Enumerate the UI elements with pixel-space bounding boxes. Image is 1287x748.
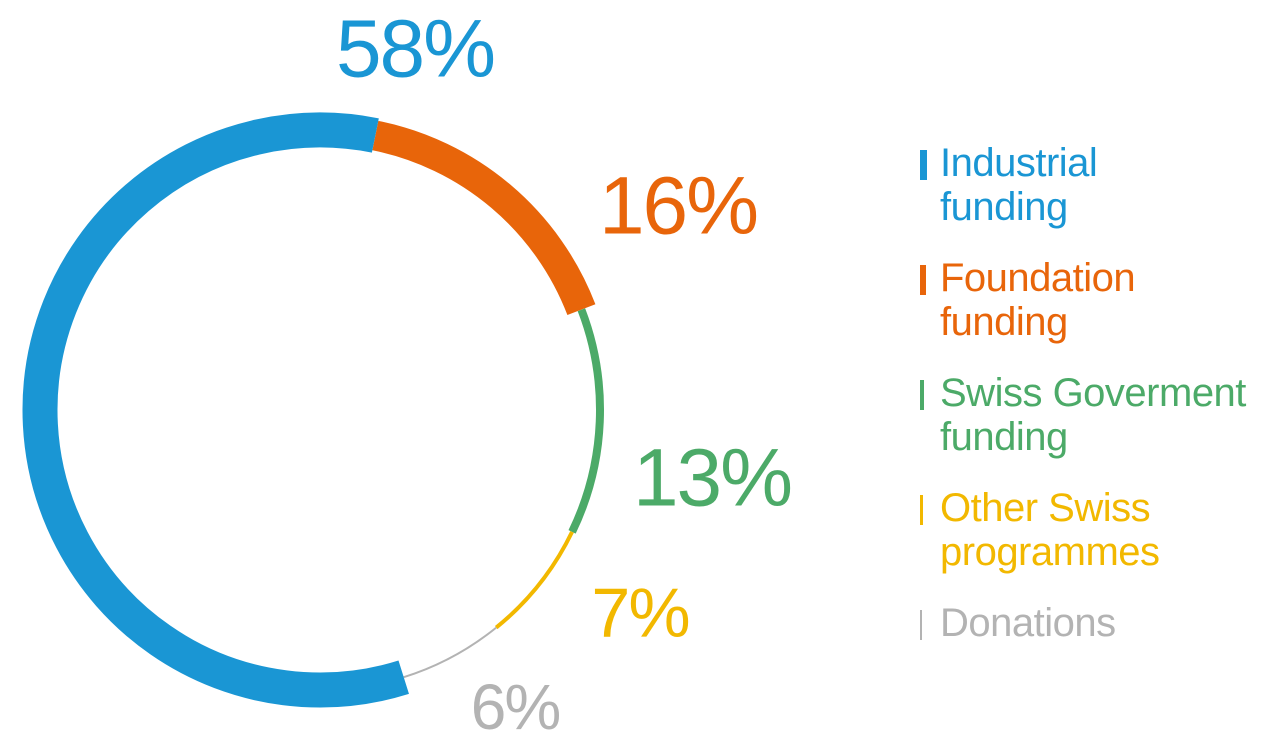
legend: Industrial funding Foundation funding Swis… [920,141,1246,672]
legend-label: Other Swiss programmes [940,486,1160,574]
legend-marker [920,495,923,525]
donut-segment [372,120,596,316]
legend-label: Foundation funding [940,256,1136,344]
value-label: 7% [591,573,688,651]
legend-label: Industrial funding [940,141,1098,229]
value-label: 16% [599,161,757,252]
legend-marker [920,150,927,180]
donut-segment [403,626,497,679]
donut-segment [22,112,409,708]
legend-item: Foundation funding [920,256,1246,344]
legend-label: Donations [940,601,1116,645]
legend-label: Swiss Goverment funding [940,371,1246,459]
value-label: 13% [633,433,791,524]
legend-item: Other Swiss programmes [920,486,1246,574]
legend-marker [920,610,922,640]
donut-segment [568,308,604,534]
legend-item: Donations [920,601,1246,645]
value-label: 58% [336,4,494,95]
legend-item: Swiss Goverment funding [920,371,1246,459]
legend-marker [920,380,924,410]
value-label: 6% [471,671,560,743]
legend-marker [920,265,926,295]
legend-item: Industrial funding [920,141,1246,229]
donut-segment [494,530,574,630]
